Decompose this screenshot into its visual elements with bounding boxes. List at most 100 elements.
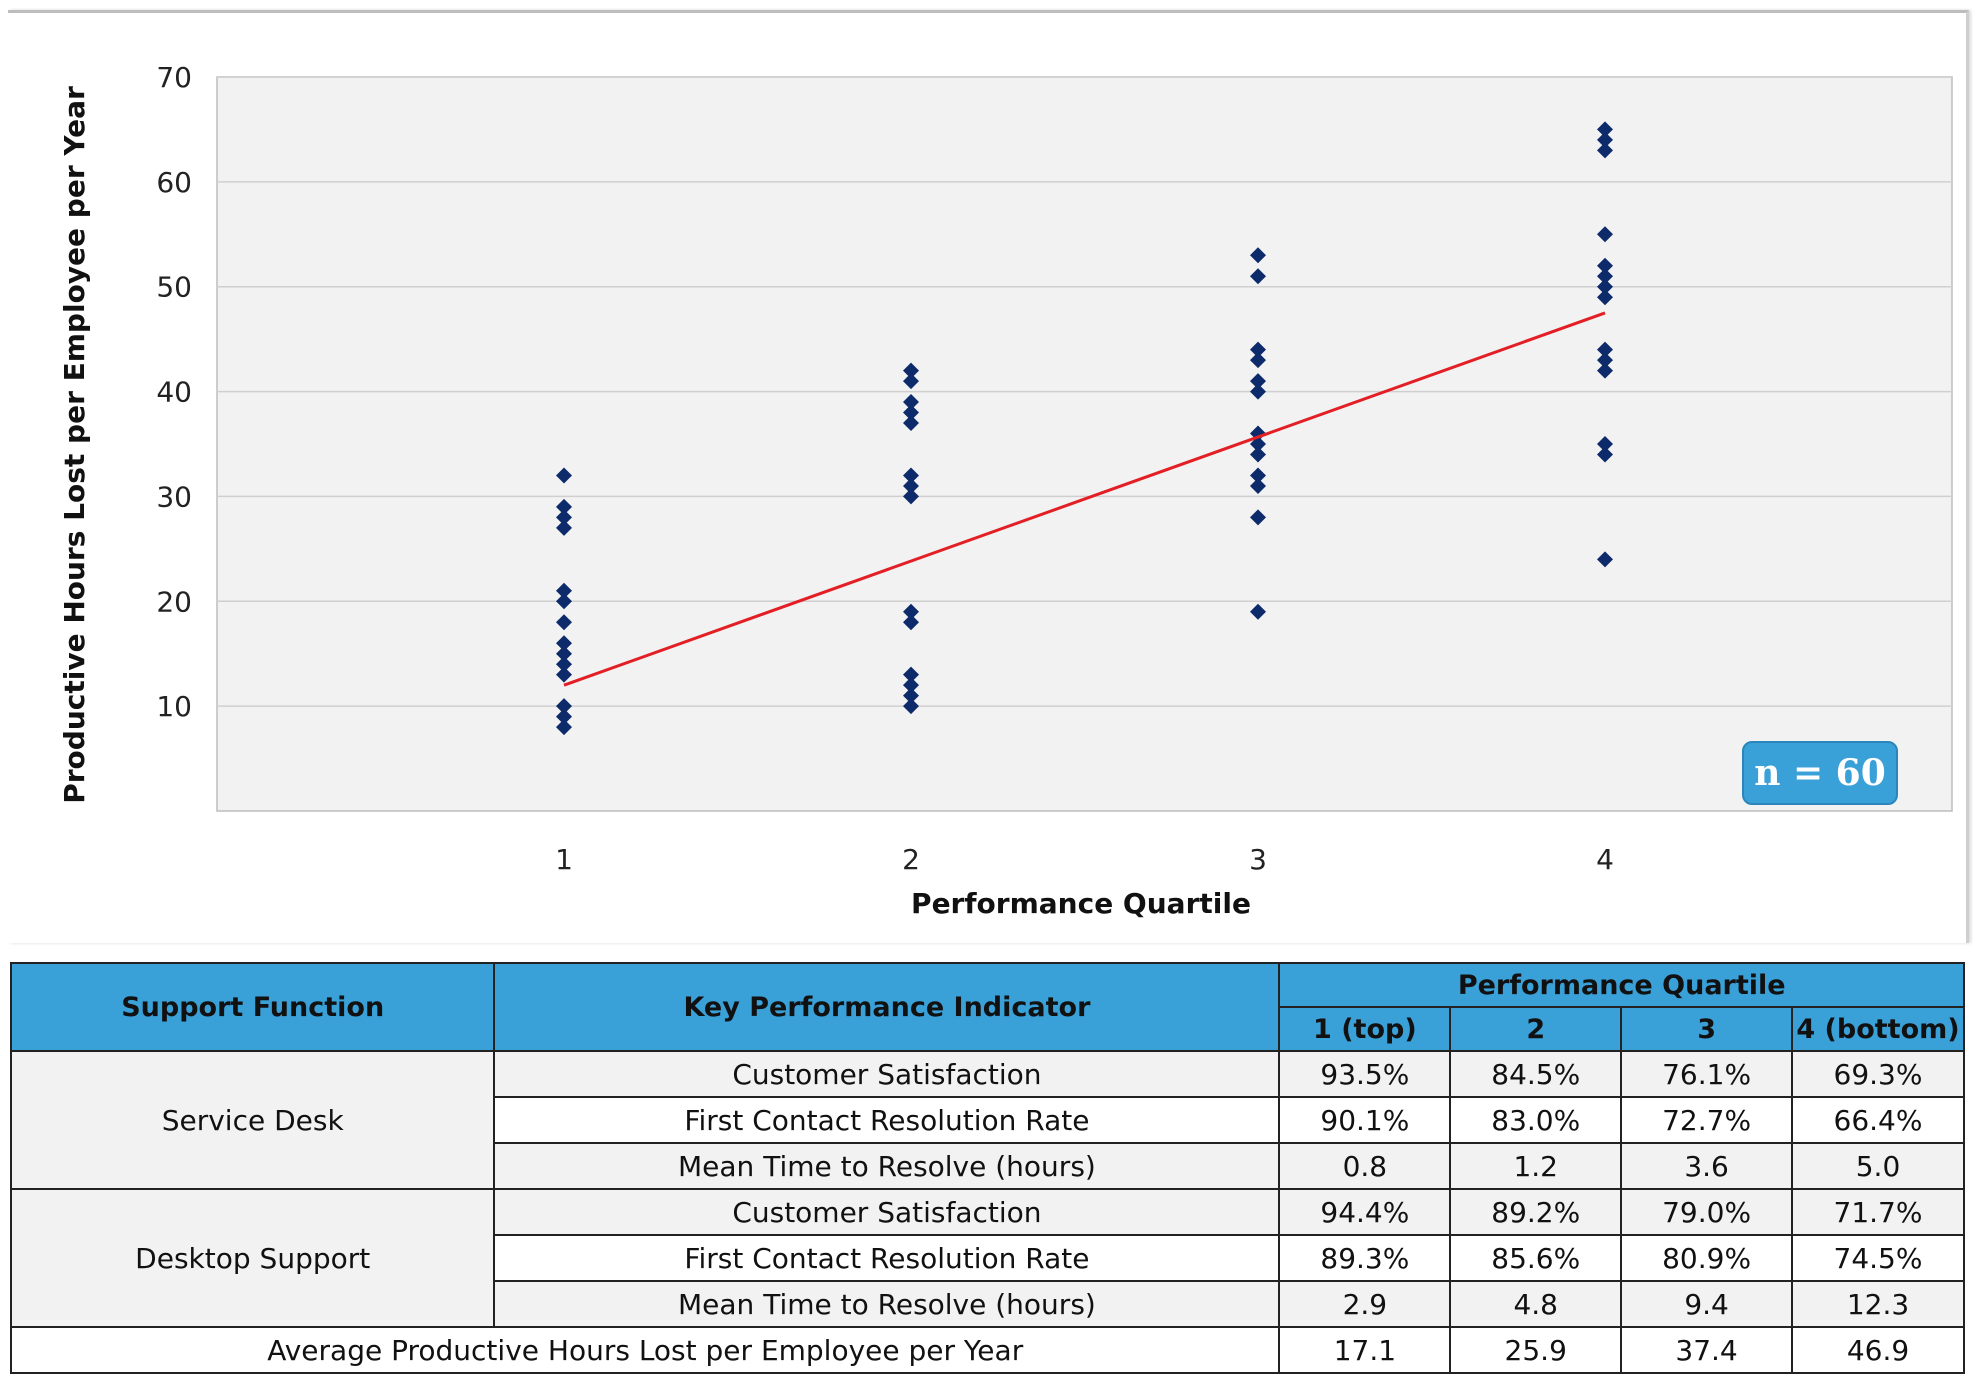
summary-value: 25.9	[1449, 1326, 1623, 1374]
data-points	[556, 121, 1613, 736]
header-q2: 2	[1449, 1006, 1623, 1052]
y-tick-label: 70	[156, 61, 192, 94]
kpi-value: 94.4%	[1278, 1188, 1452, 1236]
kpi-value: 1.2	[1449, 1142, 1623, 1190]
group-label-desktop-support: Desktop Support	[9, 1188, 496, 1328]
summary-value: 37.4	[1620, 1326, 1794, 1374]
data-point	[1250, 446, 1266, 463]
data-point	[1250, 247, 1266, 264]
summary-label: Average Productive Hours Lost per Employ…	[9, 1326, 1281, 1374]
data-point	[1250, 477, 1266, 494]
sample-size-badge: n = 60	[1742, 741, 1898, 805]
table-row: Mean Time to Resolve (hours) 2.9 4.8 9.4…	[11, 1280, 1965, 1328]
table-row: First Contact Resolution Rate 89.3% 85.6…	[11, 1234, 1965, 1282]
kpi-value: 79.0%	[1620, 1188, 1794, 1236]
x-tick-label: 2	[902, 843, 920, 876]
header-support-function: Support Function	[9, 962, 496, 1052]
data-point	[1597, 289, 1613, 306]
kpi-label: First Contact Resolution Rate	[493, 1234, 1281, 1282]
data-point	[1250, 509, 1266, 526]
table-row: Service Desk Customer Satisfaction 93.5%…	[9, 1050, 1965, 1190]
data-point	[903, 467, 919, 484]
data-point	[1597, 257, 1613, 274]
data-point	[903, 677, 919, 694]
data-point	[1597, 352, 1613, 369]
kpi-value: 66.4%	[1791, 1096, 1965, 1144]
data-point	[556, 708, 572, 725]
kpi-value: 9.4	[1620, 1280, 1794, 1328]
data-point	[1250, 467, 1266, 484]
data-point	[1597, 278, 1613, 295]
data-point	[1250, 373, 1266, 390]
kpi-value: 83.0%	[1449, 1096, 1623, 1144]
kpi-value: 72.7%	[1620, 1096, 1794, 1144]
x-tick-label: 1	[555, 843, 573, 876]
data-point	[556, 698, 572, 715]
data-point	[903, 394, 919, 411]
chart-card: 10 20 30 40 50 60 70 1 2 3 4 Performance Quartile…	[8, 10, 1969, 943]
kpi-value: 89.3%	[1278, 1234, 1452, 1282]
data-point	[556, 582, 572, 599]
x-tick-labels: 1 2 3 4	[555, 843, 1614, 876]
scatter-chart: 10 20 30 40 50 60 70 1 2 3 4 Performance Quartile…	[58, 61, 1953, 920]
data-point	[903, 488, 919, 505]
data-point	[556, 719, 572, 736]
data-point	[903, 415, 919, 432]
data-point	[903, 362, 919, 379]
data-point	[556, 666, 572, 683]
data-point	[556, 593, 572, 610]
header-kpi: Key Performance Indicator	[493, 962, 1281, 1052]
kpi-value: 89.2%	[1449, 1188, 1623, 1236]
kpi-label: Mean Time to Resolve (hours)	[493, 1142, 1281, 1190]
header-q1: 1 (top)	[1278, 1006, 1452, 1052]
data-point	[556, 498, 572, 515]
summary-value: 17.1	[1278, 1326, 1452, 1374]
data-point	[1597, 121, 1613, 138]
y-tick-labels: 10 20 30 40 50 60 70	[156, 61, 192, 723]
table-row: First Contact Resolution Rate 90.1% 83.0…	[11, 1096, 1965, 1144]
data-point	[903, 603, 919, 620]
data-point	[1250, 603, 1266, 620]
kpi-value: 0.8	[1278, 1142, 1452, 1190]
data-point	[903, 687, 919, 704]
data-point	[903, 614, 919, 631]
kpi-label: Customer Satisfaction	[493, 1188, 1281, 1236]
data-point	[556, 509, 572, 526]
data-point	[903, 698, 919, 715]
kpi-value: 4.8	[1449, 1280, 1623, 1328]
data-point	[903, 477, 919, 494]
y-tick-label: 10	[156, 690, 192, 723]
plot-area	[216, 76, 1953, 812]
kpi-value: 90.1%	[1278, 1096, 1452, 1144]
summary-value: 46.9	[1791, 1326, 1965, 1374]
data-point	[1597, 436, 1613, 452]
group-label-service-desk: Service Desk	[9, 1050, 496, 1190]
y-tick-label: 20	[156, 585, 192, 618]
kpi-value: 69.3%	[1791, 1050, 1965, 1098]
kpi-value: 84.5%	[1449, 1050, 1623, 1098]
header-q3: 3	[1620, 1006, 1794, 1052]
data-point	[1597, 131, 1613, 148]
kpi-value: 76.1%	[1620, 1050, 1794, 1098]
header-performance-quartile: Performance Quartile	[1278, 962, 1965, 1008]
data-point	[556, 614, 572, 631]
data-point	[903, 666, 919, 683]
y-axis-title: Productive Hours Lost per Employee per Y…	[58, 86, 91, 804]
x-tick-label: 4	[1596, 843, 1614, 876]
data-point	[1597, 341, 1613, 358]
kpi-value: 80.9%	[1620, 1234, 1794, 1282]
data-point	[1597, 551, 1613, 568]
kpi-value: 74.5%	[1791, 1234, 1965, 1282]
table-row: Desktop Support Customer Satisfaction 94…	[9, 1188, 1965, 1328]
data-point	[556, 656, 572, 673]
y-tick-label: 30	[156, 480, 192, 513]
kpi-value: 85.6%	[1449, 1234, 1623, 1282]
y-tick-label: 60	[156, 166, 192, 199]
data-point	[556, 635, 572, 652]
kpi-value: 3.6	[1620, 1142, 1794, 1190]
kpi-value: 71.7%	[1791, 1188, 1965, 1236]
data-point	[1597, 362, 1613, 379]
data-point	[556, 467, 572, 484]
kpi-label: Mean Time to Resolve (hours)	[493, 1280, 1281, 1328]
x-axis-title: Performance Quartile	[911, 887, 1251, 920]
